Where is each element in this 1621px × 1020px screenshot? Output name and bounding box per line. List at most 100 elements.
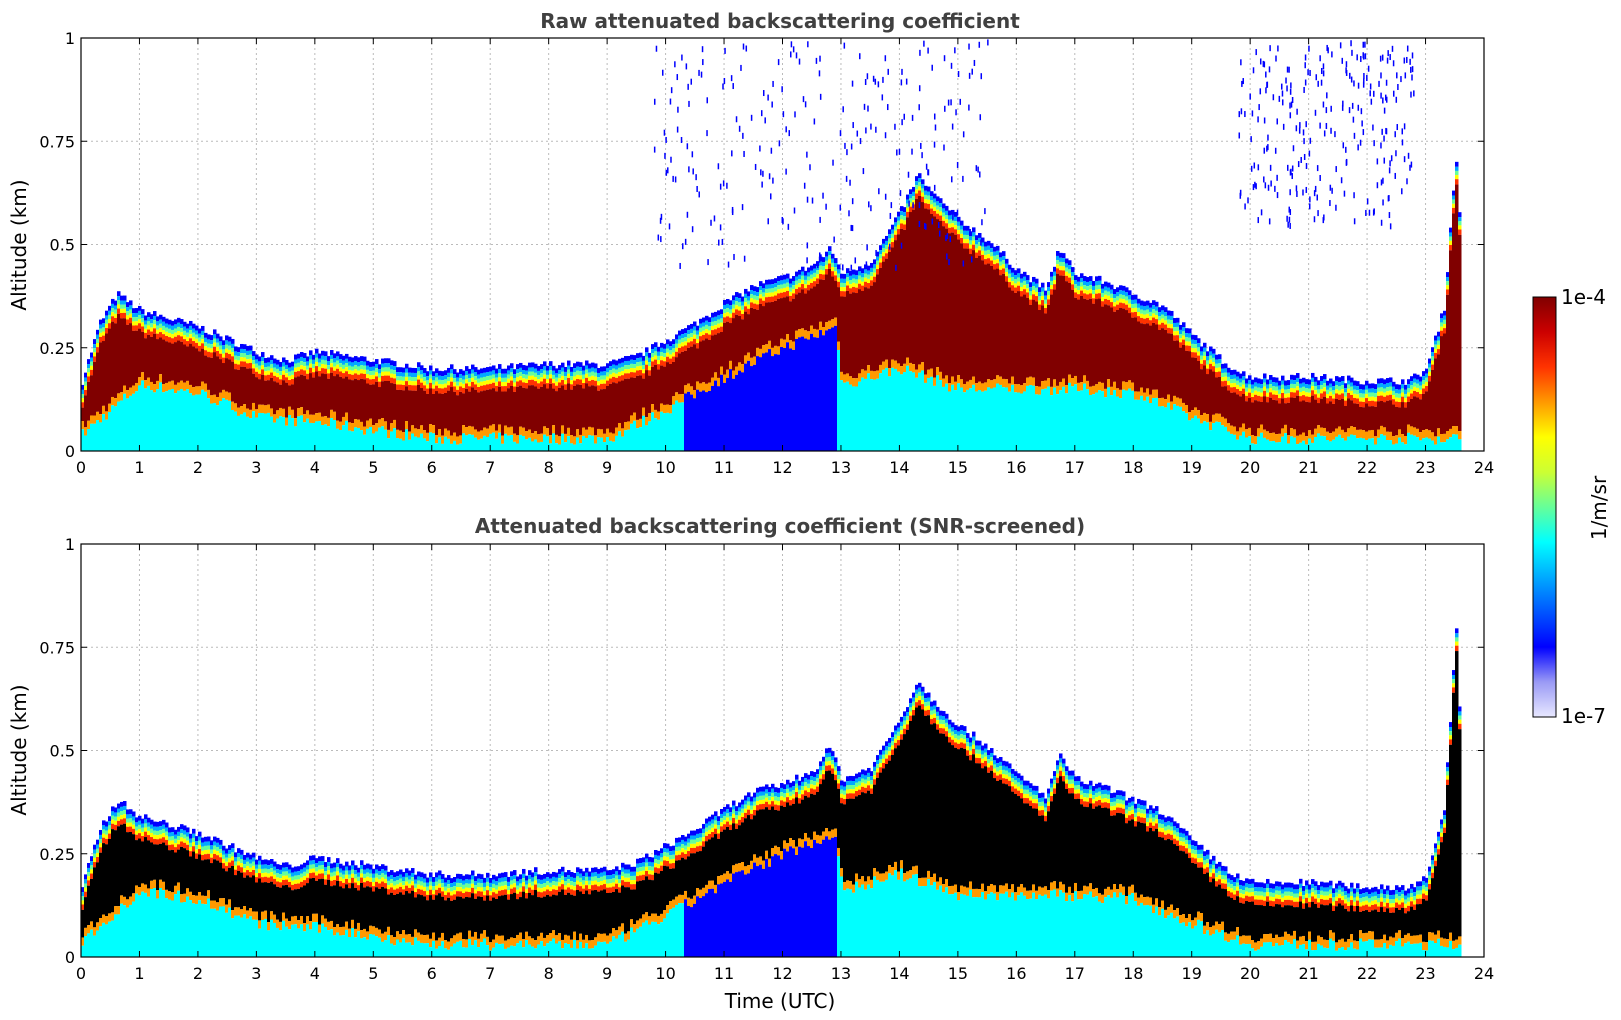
heatmap-cell (522, 427, 526, 436)
heatmap-cell (993, 251, 997, 256)
heatmap-cell (1029, 304, 1033, 377)
heatmap-cell (846, 285, 850, 291)
heatmap-cell (888, 368, 892, 377)
heatmap-cell (1389, 440, 1393, 451)
heatmap-cell (219, 349, 223, 354)
heatmap-cell (123, 814, 127, 819)
noise-speckle (764, 117, 766, 124)
heatmap-cell (114, 309, 118, 314)
heatmap-cell (1413, 435, 1417, 451)
heatmap-cell (1008, 273, 1012, 278)
heatmap-cell (981, 237, 985, 243)
heatmap-cell (219, 400, 223, 451)
heatmap-cell (153, 392, 157, 451)
heatmap-cell (501, 377, 505, 383)
heatmap-cell (870, 262, 874, 268)
heatmap-cell (120, 810, 124, 816)
heatmap-cell (840, 371, 844, 381)
heatmap-cell (96, 839, 100, 845)
heatmap-cell (957, 375, 961, 384)
noise-speckle (1403, 156, 1406, 163)
heatmap-cell (288, 367, 292, 372)
noise-speckle (927, 47, 929, 54)
x-tick-label: 15 (948, 458, 968, 477)
heatmap-cell (507, 427, 511, 436)
heatmap-cell (936, 367, 940, 376)
heatmap-cell (1080, 278, 1084, 283)
heatmap-cell (1170, 401, 1174, 410)
heatmap-cell (1131, 317, 1135, 383)
noise-speckle (660, 236, 662, 243)
heatmap-cell (180, 846, 184, 895)
heatmap-cell (177, 331, 181, 336)
heatmap-cell (870, 379, 874, 451)
heatmap-cell (306, 860, 310, 866)
noise-speckle (1242, 78, 1244, 85)
heatmap-cell (690, 328, 694, 334)
heatmap-cell (123, 393, 127, 451)
heatmap-cell (1104, 290, 1108, 295)
heatmap-cell (801, 328, 805, 337)
heatmap-cell (1026, 385, 1030, 451)
noise-speckle (872, 75, 875, 82)
heatmap-cell (846, 277, 850, 282)
heatmap-cell (615, 377, 619, 384)
heatmap-cell (189, 838, 193, 843)
heatmap-cell (1107, 291, 1111, 296)
heatmap-cell (996, 383, 1000, 451)
heatmap-cell (1392, 404, 1396, 437)
heatmap-cell (228, 867, 232, 900)
heatmap-cell (1032, 299, 1036, 378)
heatmap-cell (1014, 292, 1018, 385)
heatmap-cell (1257, 436, 1261, 451)
heatmap-cell (786, 334, 790, 343)
heatmap-cell (1419, 376, 1423, 382)
heatmap-cell (105, 924, 109, 957)
heatmap-cell (804, 270, 808, 276)
heatmap-cell (1239, 373, 1243, 379)
noise-speckle (933, 184, 936, 191)
heatmap-cell (1128, 299, 1132, 304)
heatmap-cell (264, 371, 268, 376)
heatmap-cell (1161, 322, 1165, 329)
heatmap-cell (582, 365, 586, 371)
heatmap-cell (1218, 367, 1222, 372)
heatmap-cell (1110, 302, 1114, 308)
heatmap-cell (753, 286, 757, 292)
heatmap-cell (1164, 329, 1168, 400)
heatmap-cell (480, 391, 484, 431)
heatmap-cell (192, 837, 196, 843)
heatmap-cell (99, 319, 103, 325)
heatmap-cell (204, 391, 208, 451)
heatmap-cell (921, 184, 925, 189)
heatmap-cell (849, 293, 853, 377)
heatmap-cell (783, 279, 787, 284)
heatmap-cell (1200, 423, 1204, 451)
heatmap-cell (1077, 290, 1081, 295)
noise-speckle (955, 109, 957, 116)
heatmap-cell (708, 390, 712, 451)
heatmap-cell (876, 274, 880, 371)
heatmap-cell (279, 887, 283, 922)
heatmap-cell (351, 380, 355, 424)
heatmap-cell (258, 878, 262, 921)
heatmap-cell (273, 878, 277, 885)
heatmap-cell (303, 370, 307, 376)
noise-speckle (1264, 182, 1267, 189)
heatmap-cell (657, 369, 661, 412)
heatmap-cell (1401, 388, 1405, 393)
heatmap-cell (969, 248, 973, 255)
heatmap-cell (555, 443, 559, 451)
heatmap-cell (903, 220, 907, 225)
heatmap-cell (1407, 392, 1411, 397)
heatmap-cell (1113, 302, 1117, 307)
heatmap-cell (108, 838, 112, 914)
heatmap-cell (1458, 217, 1462, 222)
heatmap-cell (162, 819, 166, 825)
heatmap-cell (234, 363, 238, 370)
heatmap-cell (243, 868, 247, 873)
heatmap-cell (150, 314, 154, 320)
x-tick-label: 5 (368, 458, 378, 477)
heatmap-cell (198, 854, 202, 892)
heatmap-cell (276, 373, 280, 378)
